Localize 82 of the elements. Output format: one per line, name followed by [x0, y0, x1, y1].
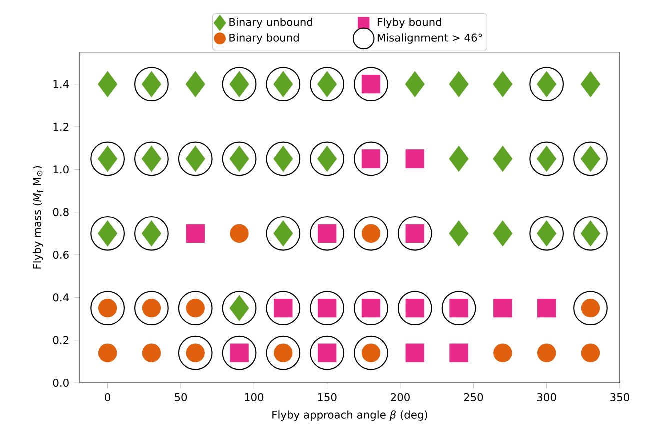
legend-label: Binary bound [230, 34, 299, 44]
point [222, 336, 257, 370]
point [134, 216, 169, 251]
point [494, 344, 512, 362]
y-tick-label: 1.4 [54, 80, 70, 88]
y-axis-title: Flyby mass (M$_{f}$ M$_{⊙}$) [32, 166, 44, 269]
y-tick-label: 0.2 [53, 336, 69, 344]
point [266, 216, 301, 251]
point [574, 216, 608, 251]
legend-label: Misalignment > 46° [378, 34, 482, 44]
point [354, 216, 388, 251]
point [186, 224, 205, 243]
point [449, 71, 469, 98]
x-tick-label: 150 [318, 393, 337, 402]
x-tick-label: 350 [610, 393, 630, 402]
point [449, 220, 469, 247]
point [134, 142, 169, 176]
point [222, 67, 257, 102]
y-tick-label: 0.4 [53, 294, 70, 302]
y-tick-label: 1.2 [54, 123, 69, 131]
point [406, 150, 424, 168]
point [266, 142, 301, 176]
point [310, 216, 345, 251]
y-tick-label: 0.0 [53, 378, 69, 388]
point [178, 336, 213, 370]
point [266, 67, 301, 102]
point [493, 220, 513, 247]
point [442, 291, 476, 326]
point [405, 71, 425, 98]
x-tick-label: 250 [464, 393, 484, 402]
point [354, 142, 388, 176]
point [310, 142, 345, 176]
x-tick-label: 50 [175, 393, 188, 402]
point [222, 291, 257, 326]
point [530, 67, 564, 102]
point [493, 71, 513, 98]
point [580, 71, 600, 98]
point [90, 216, 126, 251]
point [354, 67, 388, 102]
point [90, 291, 126, 326]
point [354, 291, 388, 326]
point [178, 142, 213, 176]
point [398, 291, 432, 326]
point [266, 291, 301, 326]
point [450, 344, 468, 362]
point [178, 291, 213, 326]
point [310, 67, 345, 102]
point [98, 344, 118, 362]
point [142, 344, 162, 362]
point [449, 146, 469, 172]
point [134, 291, 169, 326]
point [494, 298, 512, 318]
point [530, 216, 564, 251]
x-axis-title: Flyby approach angle β (deg) [272, 410, 428, 421]
y-tick-label: 0.8 [53, 208, 69, 216]
point [574, 291, 608, 326]
point [354, 336, 388, 370]
point [266, 336, 301, 370]
point [186, 71, 206, 98]
point [398, 216, 432, 251]
x-tick-label: 300 [537, 393, 556, 402]
point [537, 344, 556, 362]
point [310, 291, 345, 326]
point [310, 336, 345, 370]
point [222, 142, 257, 176]
point [537, 298, 556, 318]
point [406, 344, 424, 362]
x-tick-label: 0 [105, 393, 111, 402]
point [98, 71, 118, 98]
point [574, 142, 608, 176]
point [530, 142, 564, 176]
point [90, 142, 126, 176]
point [230, 224, 249, 243]
legend-label: Binary unbound [230, 18, 312, 28]
legend-label: Flyby bound [378, 18, 442, 28]
point [134, 67, 169, 102]
y-tick-label: 1.0 [54, 166, 69, 174]
x-tick-label: 100 [245, 393, 264, 402]
point [581, 344, 600, 362]
x-tick-label: 200 [391, 393, 410, 402]
point [493, 146, 513, 172]
y-tick-label: 0.6 [53, 250, 69, 260]
